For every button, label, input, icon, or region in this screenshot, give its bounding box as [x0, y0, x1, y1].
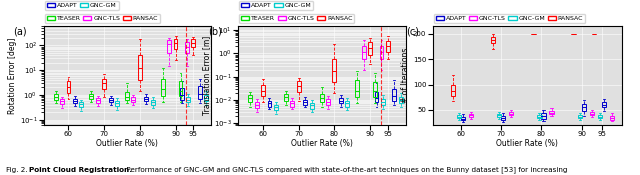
- Text: Fig. 2.: Fig. 2.: [6, 167, 35, 173]
- Text: (c): (c): [406, 26, 419, 36]
- Y-axis label: Translation Error [m]: Translation Error [m]: [202, 36, 211, 115]
- X-axis label: Outlier Rate (%): Outlier Rate (%): [497, 139, 558, 148]
- Y-axis label: Rotation Error [deg]: Rotation Error [deg]: [8, 37, 17, 114]
- Legend: ADAPT, GNC-GM: ADAPT, GNC-GM: [239, 1, 313, 10]
- Legend: ADAPT, GNC-GM: ADAPT, GNC-GM: [45, 1, 118, 10]
- Text: (b): (b): [208, 26, 222, 36]
- Legend: ADAPT, GNC-TLS, GNC-GM, RANSAC: ADAPT, GNC-TLS, GNC-GM, RANSAC: [434, 14, 585, 23]
- Text: (a): (a): [13, 26, 27, 36]
- Text: Point Cloud Registration.: Point Cloud Registration.: [29, 167, 132, 173]
- Text: Performance of GNC-GM and GNC-TLS compared with state-of-the-art techniques on t: Performance of GNC-GM and GNC-TLS compar…: [124, 166, 567, 173]
- X-axis label: Outlier Rate (%): Outlier Rate (%): [97, 139, 158, 148]
- X-axis label: Outlier Rate (%): Outlier Rate (%): [291, 139, 353, 148]
- Y-axis label: # of Iterations: # of Iterations: [401, 48, 410, 103]
